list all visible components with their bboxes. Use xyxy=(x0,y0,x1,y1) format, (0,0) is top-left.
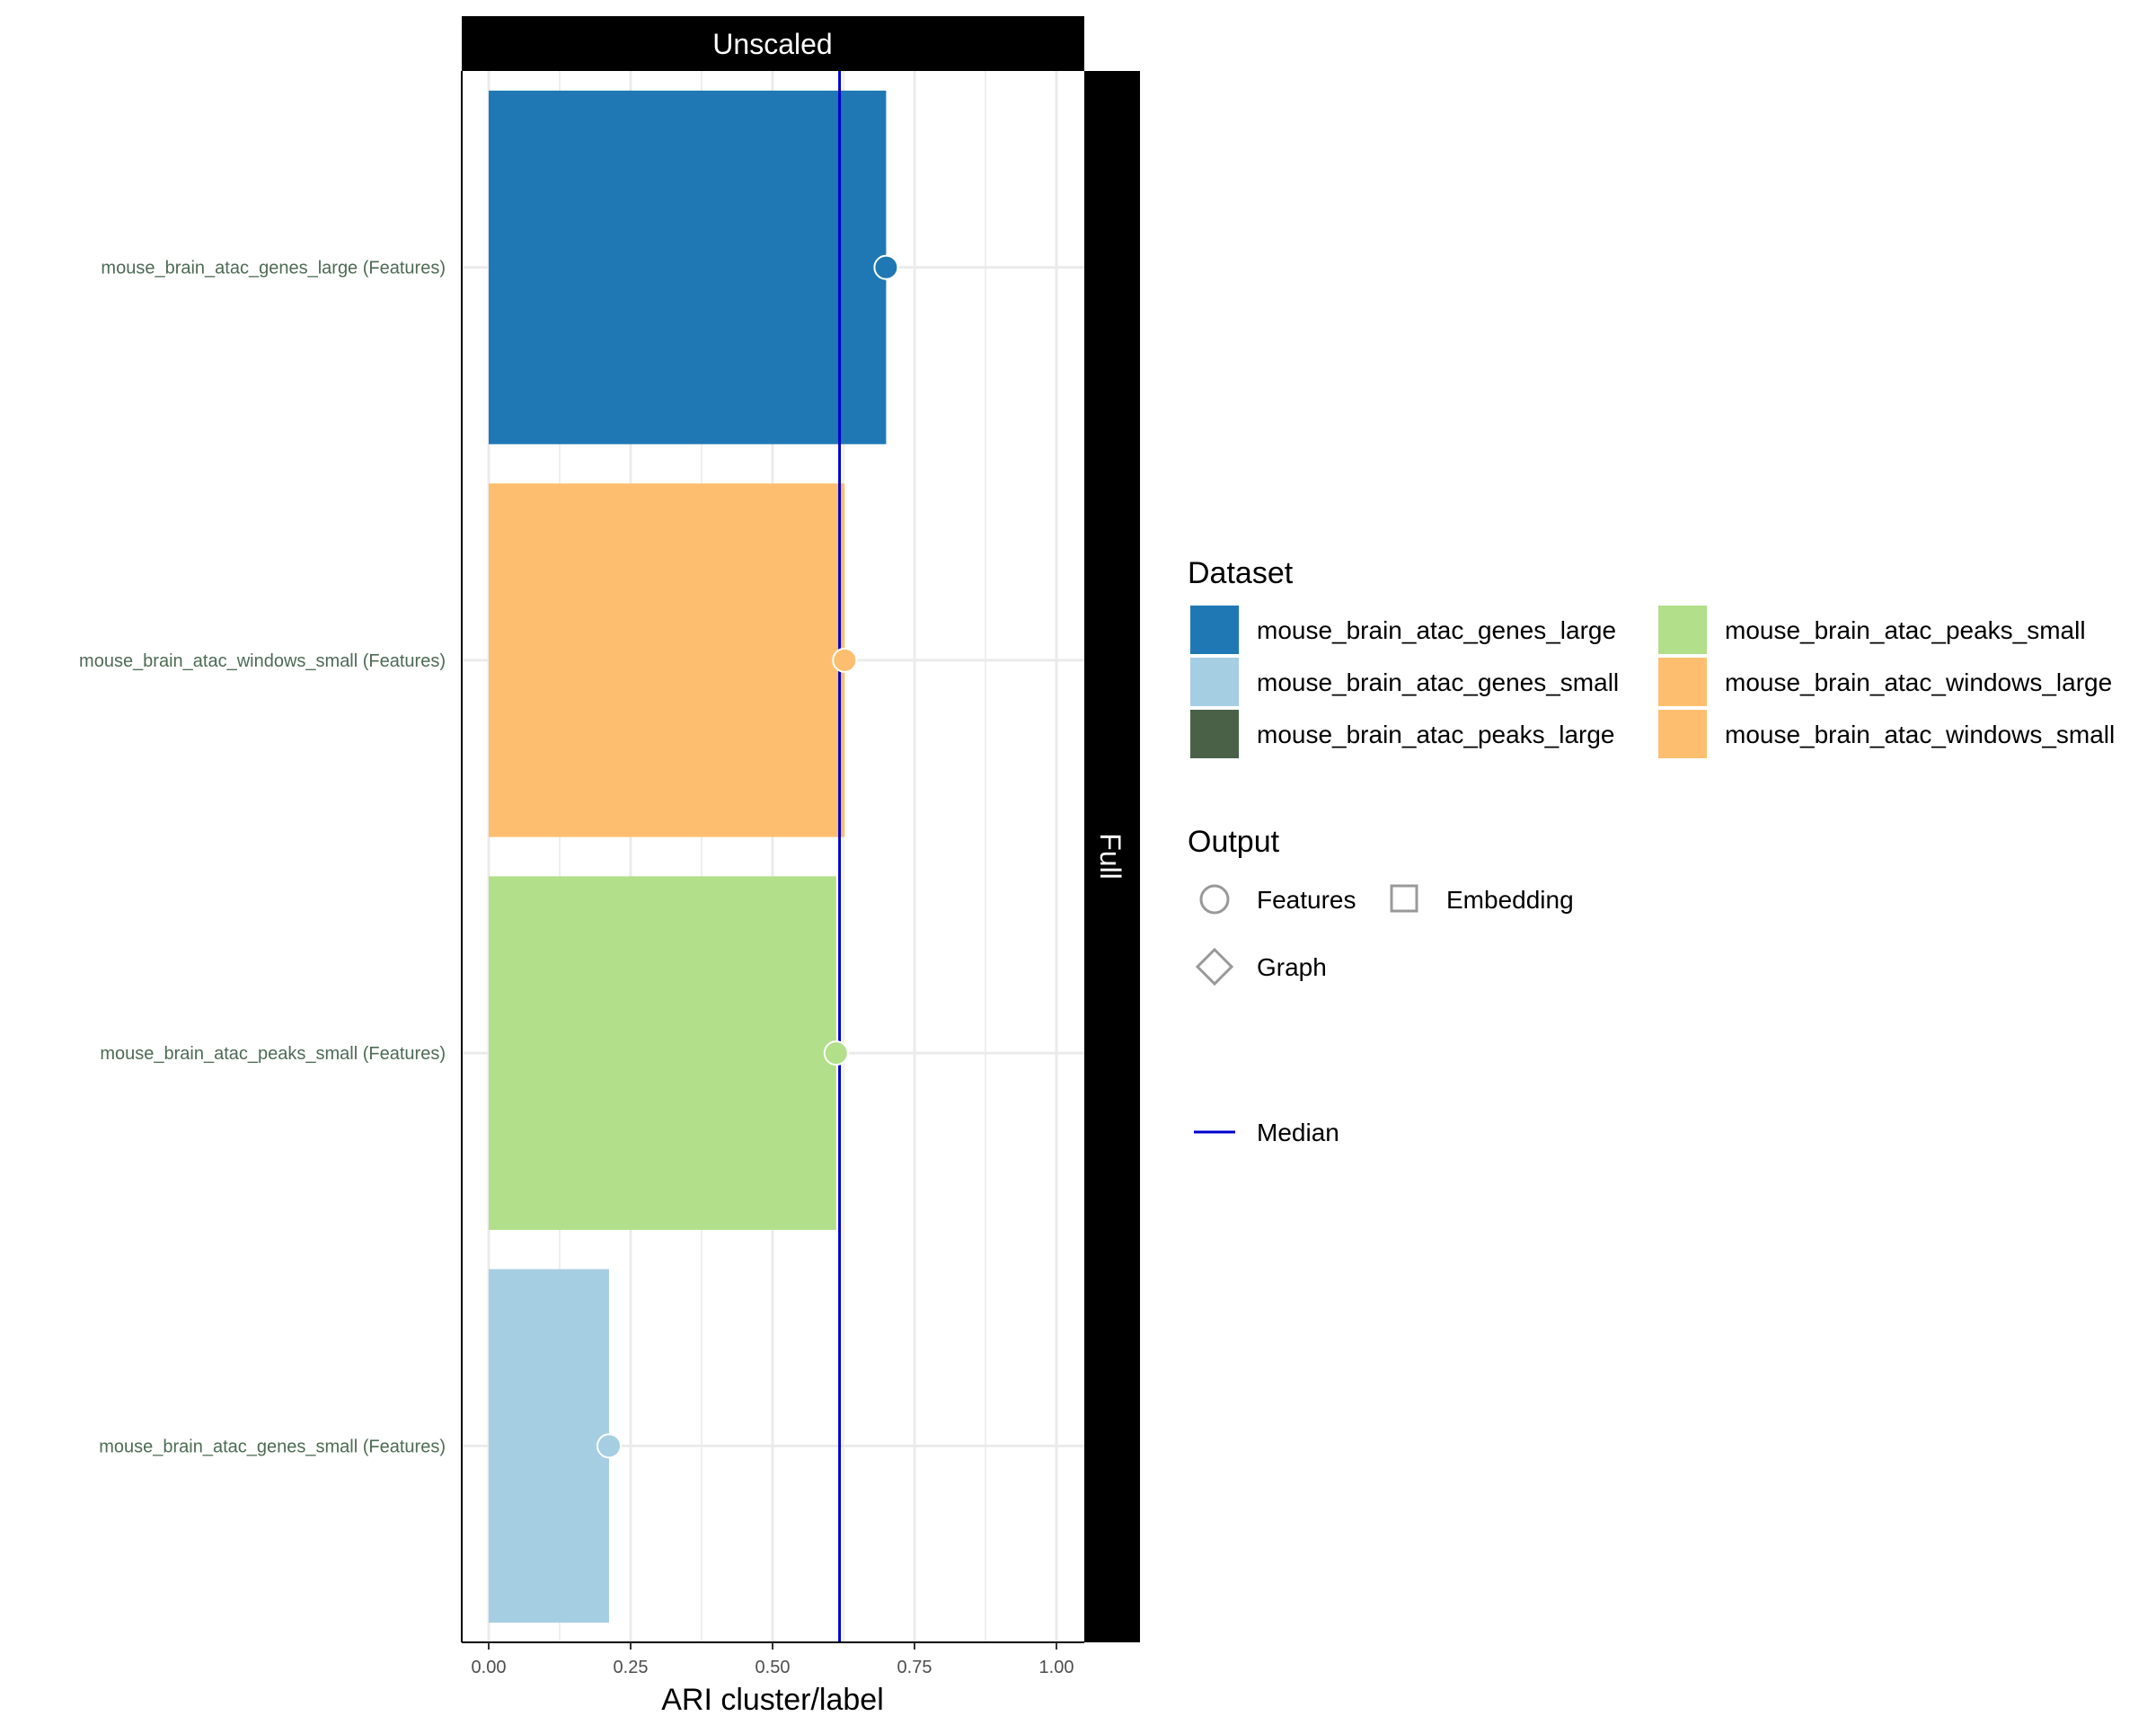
legend: Dataset mouse_brain_atac_genes_largemous… xyxy=(1188,556,2115,1146)
x-tick-label: 0.50 xyxy=(755,1658,791,1677)
legend-output-embedding: Embedding xyxy=(1446,886,1574,914)
points xyxy=(596,254,899,1459)
legend-median-label: Median xyxy=(1257,1119,1339,1146)
legend-swatch xyxy=(1657,604,1709,656)
x-tick-label: 0.25 xyxy=(614,1658,649,1677)
legend-swatch xyxy=(1657,656,1709,708)
legend-swatch xyxy=(1188,708,1241,760)
legend-dataset-items: mouse_brain_atac_genes_large mouse_brain_… xyxy=(1188,604,2115,760)
y-tick-label: mouse_brain_atac_genes_small (Features) xyxy=(99,1437,446,1456)
y-tick-label: mouse_brain_atac_windows_small (Features… xyxy=(79,651,446,671)
legend-swatch xyxy=(1657,708,1709,760)
facet-strip-top xyxy=(462,16,1084,71)
bar xyxy=(489,876,836,1230)
x-tick-labels: 0.00 0.25 0.50 0.75 1.00 xyxy=(472,1642,1074,1677)
bar xyxy=(489,483,845,837)
bars xyxy=(489,90,887,1623)
y-tick-label: mouse_brain_atac_genes_large (Features) xyxy=(101,259,446,279)
legend-dataset-label: mouse_brain_atac_peaks_large xyxy=(1257,721,1615,748)
x-axis-title: ARI cluster/label xyxy=(661,1683,884,1717)
y-tick-labels: mouse_brain_atac_genes_large (Features) m… xyxy=(79,259,446,1457)
data-point xyxy=(832,647,858,673)
legend-dataset-label: mouse_brain_atac_genes_small xyxy=(1257,668,1619,696)
legend-square-icon xyxy=(1390,884,1418,913)
bar xyxy=(489,90,887,445)
legend-circle-icon xyxy=(1199,884,1230,915)
bar xyxy=(489,1269,609,1623)
data-point xyxy=(596,1433,622,1459)
legend-title-output: Output xyxy=(1188,825,1280,859)
x-tick-label: 1.00 xyxy=(1039,1658,1074,1677)
facet-label-top: Unscaled xyxy=(712,28,832,60)
data-point xyxy=(823,1040,849,1066)
legend-dataset-label: mouse_brain_atac_windows_small xyxy=(1725,721,2115,748)
legend-swatch xyxy=(1188,656,1241,708)
legend-swatch xyxy=(1188,604,1241,656)
legend-dataset-label: mouse_brain_atac_genes_large xyxy=(1257,616,1616,644)
legend-title-dataset: Dataset xyxy=(1188,556,1294,590)
facet-label-right: Full xyxy=(1094,833,1127,880)
legend-dataset-label: mouse_brain_atac_windows_large xyxy=(1725,668,2112,696)
x-tick-label: 0.75 xyxy=(897,1658,932,1677)
facet-strip-right xyxy=(1084,71,1140,1642)
y-tick-label: mouse_brain_atac_peaks_small (Features) xyxy=(100,1044,446,1064)
data-point xyxy=(873,254,899,280)
x-tick-label: 0.00 xyxy=(472,1658,507,1677)
legend-dataset-label: mouse_brain_atac_peaks_small xyxy=(1725,616,2086,644)
legend-diamond-icon xyxy=(1195,947,1234,986)
legend-output-features: Features xyxy=(1257,886,1356,914)
legend-output-graph: Graph xyxy=(1257,953,1327,981)
